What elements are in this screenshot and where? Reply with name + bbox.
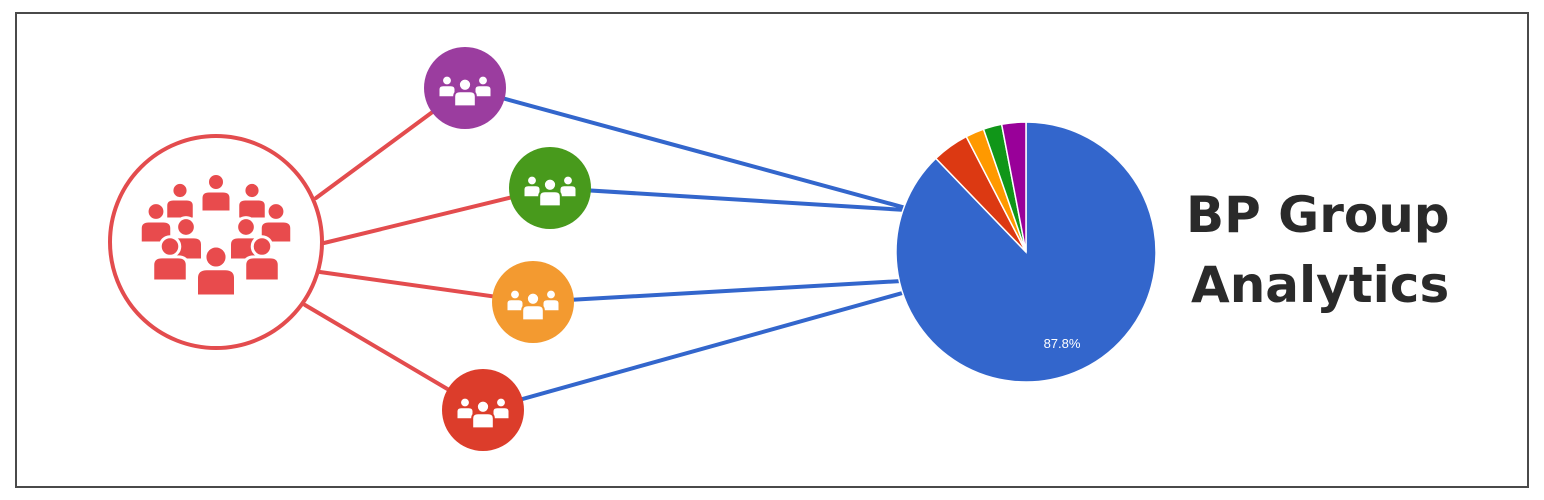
group-node-purple [424,47,506,129]
connector-link-green [548,186,908,212]
connector-link-orange [531,279,904,304]
connector-link-purple [463,86,908,210]
connector-links [463,86,908,412]
title-line-2: Analytics [1191,256,1449,314]
group-icon [523,175,577,208]
group-node-orange [492,261,574,343]
hub-ring [108,134,324,350]
pie-chart: 87.8% [895,121,1157,383]
connector-link-red [481,290,908,412]
crowd-icon [138,172,294,298]
group-icon [438,75,492,108]
title-line-1: BP Group [1186,186,1450,244]
group-icon [456,397,510,430]
group-icon [506,289,560,322]
hub-node [108,134,324,350]
pie-slice-label-0: 87.8% [1044,336,1081,351]
group-node-green [509,147,591,229]
group-nodes [424,47,591,451]
group-node-red [442,369,524,451]
pie-slice-4 [1000,121,1027,253]
